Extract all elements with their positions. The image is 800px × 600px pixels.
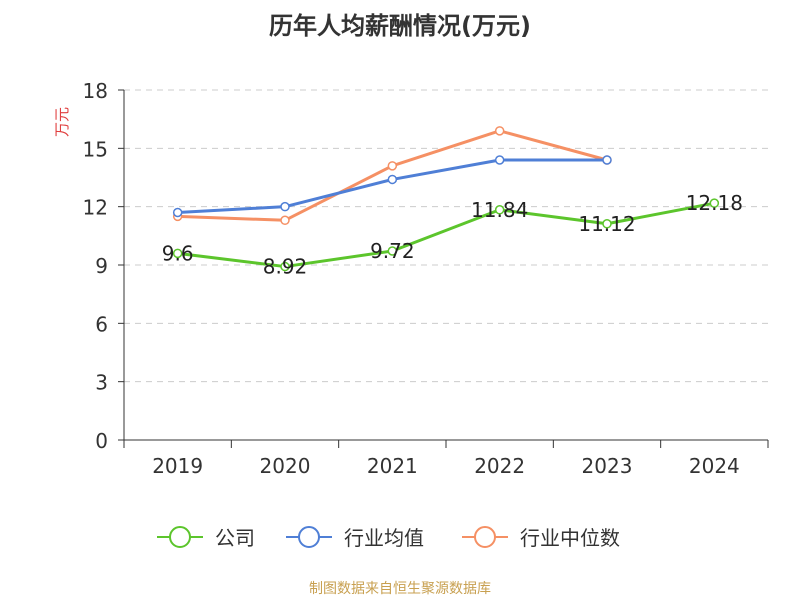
y-tick-label: 12 <box>83 196 108 220</box>
x-tick-label: 2019 <box>152 454 203 478</box>
source-footer: 制图数据来自恒生聚源数据库 <box>309 581 491 597</box>
data-label: 8.92 <box>263 255 308 279</box>
y-axis-label: 万元 <box>53 107 71 137</box>
x-tick-label: 2020 <box>260 454 311 478</box>
data-point-industry-avg <box>387 174 398 185</box>
data-label: 11.12 <box>578 212 635 236</box>
data-point-industry-avg <box>172 207 183 218</box>
x-tick-label: 2023 <box>582 454 633 478</box>
data-point-industry-median <box>494 126 505 136</box>
data-label: 12.18 <box>686 191 743 215</box>
data-label: 9.6 <box>162 241 194 265</box>
legend-swatch-marker <box>298 526 320 548</box>
x-tick-label: 2022 <box>474 454 525 478</box>
y-tick-label: 9 <box>95 254 108 278</box>
legend-swatch-marker <box>169 526 191 548</box>
data-label: 11.84 <box>471 198 528 222</box>
legend-label: 行业均值 <box>344 526 424 550</box>
data-point-company <box>172 248 183 259</box>
data-point-company <box>602 219 612 229</box>
y-tick-label: 3 <box>95 371 108 395</box>
data-point-industry-median <box>280 215 290 226</box>
data-point-company <box>494 205 505 215</box>
y-tick-label: 6 <box>95 312 108 336</box>
y-tick-label: 18 <box>83 79 108 103</box>
data-label: 9.72 <box>370 239 415 263</box>
y-tick-label: 15 <box>83 137 108 161</box>
legend-label: 公司 <box>215 526 255 550</box>
data-point-company <box>709 198 720 208</box>
data-point-industry-avg <box>280 201 290 212</box>
data-point-industry-avg <box>494 155 505 165</box>
legend-label: 行业中位数 <box>520 526 620 550</box>
x-tick-label: 2021 <box>367 454 418 478</box>
series-line-company <box>177 201 715 269</box>
data-point-company <box>387 246 398 256</box>
data-point-industry-median <box>387 161 398 171</box>
y-tick-label: 0 <box>95 429 108 453</box>
x-tick-label: 2024 <box>689 454 740 478</box>
data-point-company <box>280 261 290 272</box>
data-point-industry-avg <box>602 155 612 165</box>
legend-swatch-marker <box>474 526 496 548</box>
chart-title: 历年人均薪酬情况(万元) <box>269 12 531 40</box>
